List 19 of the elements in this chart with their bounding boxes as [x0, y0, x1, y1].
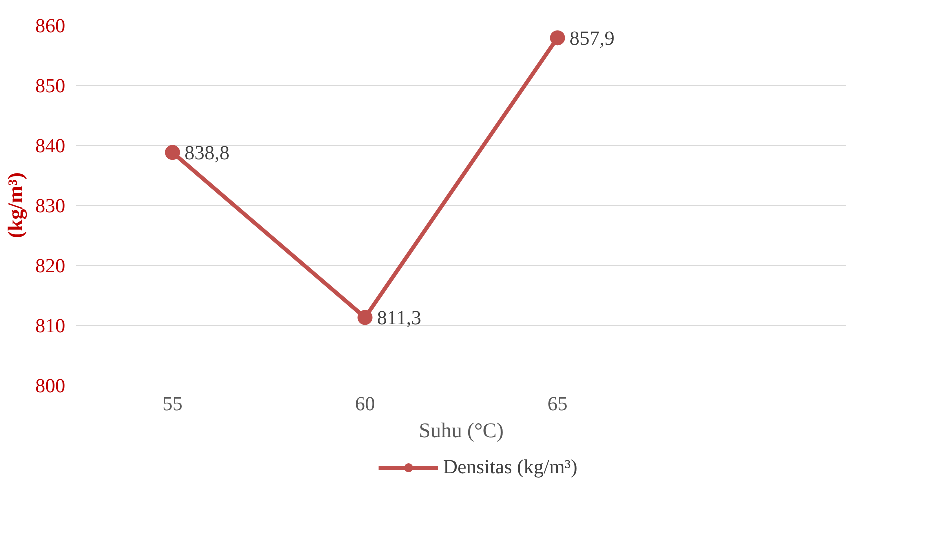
y-tick-label: 810 [36, 316, 66, 338]
x-axis-title: Suhu (°C) [419, 418, 504, 442]
y-tick-label: 860 [36, 16, 66, 38]
x-tick-label: 65 [548, 394, 568, 416]
point [358, 310, 373, 326]
point [165, 145, 180, 160]
point [550, 30, 566, 46]
y-axis-title: (kg/m³) [4, 172, 28, 238]
data-label: 811,3 [377, 308, 422, 330]
legend-label: Densitas (kg/m³) [443, 456, 578, 479]
y-tick-label: 840 [36, 136, 66, 158]
x-tick-label: 60 [355, 394, 376, 416]
y-tick-label: 830 [36, 196, 66, 218]
y-tick-label: 800 [36, 376, 66, 398]
data-label: 857,9 [570, 28, 615, 50]
x-tick-label: 55 [162, 394, 183, 416]
y-tick-label: 850 [36, 76, 66, 98]
y-tick-label: 820 [36, 256, 66, 278]
data-label: 838,8 [184, 142, 230, 165]
